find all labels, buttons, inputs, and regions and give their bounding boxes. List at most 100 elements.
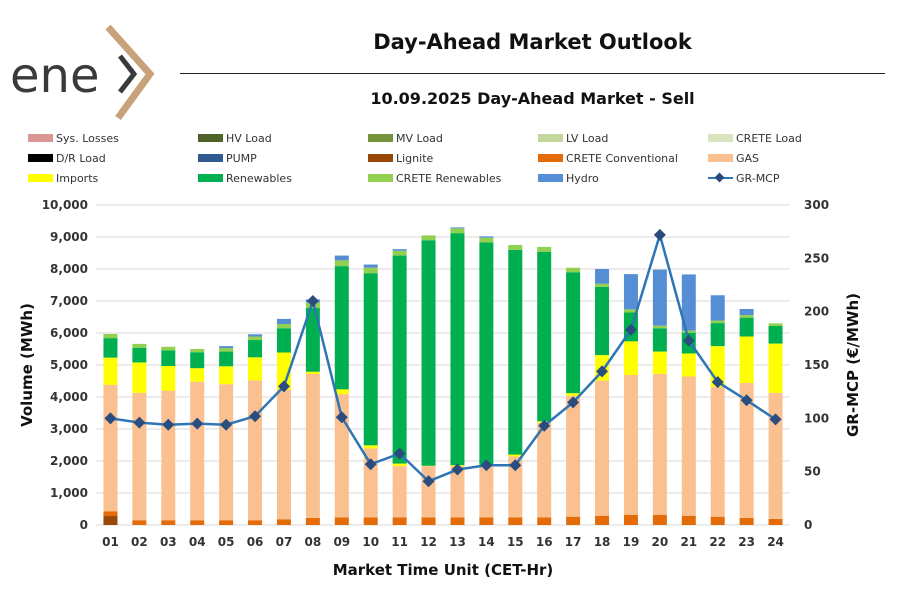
y-tick-label: 1,000 <box>50 486 88 500</box>
bar-imports <box>681 353 696 377</box>
x-tick-label: 17 <box>565 535 582 549</box>
x-tick-label: 08 <box>305 535 322 549</box>
bar-crete-conventional <box>363 517 378 525</box>
bar-crete-renewables <box>681 330 696 333</box>
bar-crete-renewables <box>363 267 378 274</box>
x-axis-title: Market Time Unit (CET-Hr) <box>333 561 554 579</box>
legend-item-sys-losses: Sys. Losses <box>28 131 119 145</box>
bar-gas <box>508 456 523 518</box>
legend-label: MV Load <box>396 131 443 145</box>
bar-crete-conventional <box>334 517 349 525</box>
bar-hydro <box>219 346 234 349</box>
y2-tick-label: 300 <box>804 198 829 212</box>
gr-mcp-point <box>480 459 493 472</box>
bar-crete-conventional <box>219 520 234 525</box>
bar-hydro <box>681 274 696 331</box>
x-tick-label: 02 <box>131 535 148 549</box>
bar-crete-renewables <box>334 260 349 267</box>
gr-mcp-point <box>509 459 522 472</box>
bar-crete-renewables <box>161 346 176 351</box>
bar-crete-conventional <box>450 517 465 525</box>
bar-crete-conventional <box>739 517 754 525</box>
bar-crete-conventional <box>305 517 320 525</box>
bar-crete-renewables <box>508 245 523 250</box>
bar-hydro <box>334 255 349 261</box>
gr-mcp-line <box>110 230 777 483</box>
legend-swatch <box>368 134 393 142</box>
bar-imports <box>103 357 118 385</box>
x-tick-label: 16 <box>536 535 553 549</box>
legend-swatch <box>198 174 223 182</box>
legend-swatch <box>538 134 563 142</box>
bar-crete-conventional <box>248 520 263 525</box>
legend-label: Renewables <box>226 171 292 185</box>
legend-swatch <box>28 154 53 162</box>
bar-renewables <box>768 325 783 344</box>
y2-tick-label: 0 <box>804 518 812 532</box>
bar-renewables <box>392 255 407 464</box>
legend-swatch <box>198 154 223 162</box>
bar-renewables <box>479 242 494 465</box>
x-tick-label: 03 <box>160 535 177 549</box>
gr-mcp-point <box>422 475 435 488</box>
logo-chevron <box>105 24 155 121</box>
gr-mcp-point <box>682 334 695 347</box>
bar-imports <box>652 351 667 374</box>
bar-hydro <box>392 249 407 251</box>
bar-crete-conventional <box>681 515 696 525</box>
x-tick-label: 05 <box>218 535 235 549</box>
bar-renewables <box>595 286 610 356</box>
x-tick-label: 01 <box>102 535 119 549</box>
bar-gas <box>681 376 696 516</box>
bar-crete-renewables <box>566 267 581 273</box>
legend-item-renewables: Renewables <box>198 171 292 185</box>
y-tick-label: 9,000 <box>50 230 88 244</box>
bar-crete-renewables <box>623 309 638 313</box>
bar-crete-renewables <box>710 320 725 324</box>
gr-mcp-point <box>249 410 262 423</box>
bar-gas <box>595 380 610 516</box>
legend-label: PUMP <box>226 151 257 165</box>
bar-imports <box>566 393 581 396</box>
legend-label: GR-MCP <box>736 171 780 185</box>
y-tick-label: 7,000 <box>50 294 88 308</box>
gr-mcp-point <box>162 418 175 431</box>
y2-tick-label: 50 <box>804 465 821 479</box>
x-tick-label: 22 <box>709 535 726 549</box>
x-tick-label: 10 <box>362 535 379 549</box>
legend-swatch <box>368 174 393 182</box>
legend-swatch <box>28 174 53 182</box>
y-tick-label: 10,000 <box>42 198 88 212</box>
bar-crete-renewables <box>248 336 263 341</box>
bar-renewables <box>652 328 667 352</box>
bar-renewables <box>537 251 552 422</box>
legend-label: Hydro <box>566 171 599 185</box>
bar-crete-conventional <box>421 517 436 525</box>
y-tick-label: 6,000 <box>50 326 88 340</box>
title-divider <box>180 73 885 74</box>
y-tick-label: 0 <box>80 518 88 532</box>
legend-swatch <box>198 134 223 142</box>
y-axis-title: Volume (MWh) <box>18 303 36 427</box>
y-tick-label: 2,000 <box>50 454 88 468</box>
bar-imports <box>739 336 754 383</box>
bar-crete-conventional <box>566 516 581 525</box>
bar-gas <box>566 395 581 517</box>
bar-renewables <box>219 351 234 367</box>
bar-gas <box>450 466 465 518</box>
y-tick-label: 8,000 <box>50 262 88 276</box>
bar-crete-conventional <box>710 516 725 525</box>
bar-hydro <box>739 309 754 316</box>
bar-renewables <box>508 249 523 455</box>
enex-logo: ene <box>10 24 155 121</box>
y-tick-label: 5,000 <box>50 358 88 372</box>
legend-label: D/R Load <box>56 151 106 165</box>
chart-subtitle: 10.09.2025 Day-Ahead Market - Sell <box>370 89 695 108</box>
gr-mcp-point <box>653 228 666 241</box>
bar-hydro <box>595 269 610 284</box>
gr-mcp-point <box>451 463 464 476</box>
bar-gas <box>710 387 725 517</box>
bar-imports <box>248 357 263 381</box>
legend-label: CRETE Renewables <box>396 171 502 185</box>
x-tick-label: 04 <box>189 535 206 549</box>
